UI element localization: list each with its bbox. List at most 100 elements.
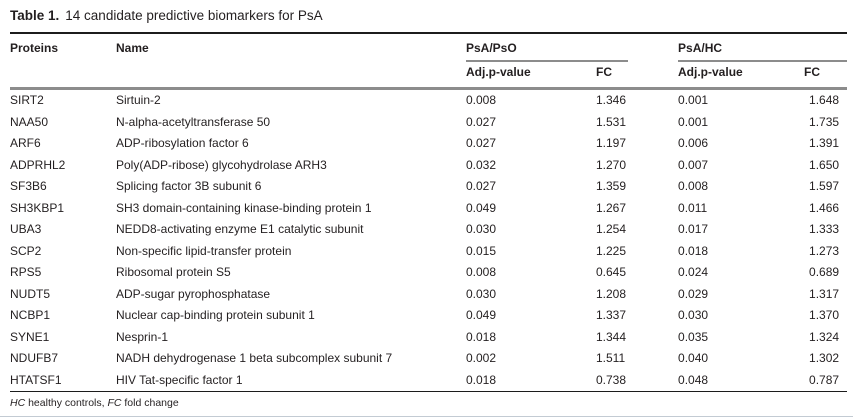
cell-hc-adj-p: 0.035: [678, 329, 709, 344]
table-row: RPS5 Ribosomal protein S5 0.008 0.645 0.024 0…: [10, 262, 847, 284]
cell-pso-adj-p: 0.008: [466, 93, 497, 107]
table-row: NCBP1 Nuclear cap-binding protein subunit…: [10, 305, 847, 327]
cell-protein: SH3KBP1: [10, 200, 65, 215]
cell-name: ADP-sugar pyrophosphatase: [116, 286, 271, 301]
cell-hc-fc: 1.597: [809, 179, 840, 193]
col-group-psa-hc: PsA/HC: [678, 33, 848, 62]
footnote-abbr: HC: [10, 397, 26, 409]
cell-pso-adj-p: 0.049: [466, 308, 497, 322]
col-header-hc-adj-p: Adj.p-value: [678, 62, 805, 90]
cell-hc-adj-p: 0.030: [678, 308, 709, 322]
table-row: SYNE1 Nesprin-1 0.018 1.344 0.035 1.324: [10, 327, 847, 349]
cell-protein: RPS5: [10, 265, 42, 279]
cell-hc-adj-p: 0.024: [678, 265, 709, 279]
footnote: HC healthy controls, FC fold change: [10, 392, 847, 410]
cell-pso-adj-p: 0.027: [466, 136, 497, 150]
cell-hc-fc: 0.787: [809, 372, 840, 387]
cell-pso-fc: 1.270: [596, 157, 627, 172]
cell-protein: UBA3: [10, 222, 42, 236]
col-group-psa-pso-label: PsA/PsO: [466, 41, 629, 62]
cell-protein: NDUFB7: [10, 351, 59, 365]
table-header: Proteins Name PsA/PsO PsA/HC Adj.p-value…: [10, 33, 848, 90]
table-row: SH3KBP1 SH3 domain-containing kinase-bind…: [10, 198, 847, 220]
cell-hc-fc: 1.302: [809, 351, 840, 365]
cell-hc-fc: 1.648: [809, 93, 840, 107]
table-row: SCP2 Non-specific lipid-transfer protein 0…: [10, 241, 847, 263]
cell-hc-fc: 1.735: [809, 114, 840, 129]
table-row: HTATSF1 HIV Tat-specific factor 1 0.018 0.7…: [10, 370, 847, 392]
cell-protein: NUDT5: [10, 286, 51, 301]
cell-hc-adj-p: 0.017: [678, 222, 709, 236]
table-title: Table 1. 14 candidate predictive biomarke…: [10, 7, 847, 25]
table-row: ARF6 ADP-ribosylation factor 6 0.027 1.197 0…: [10, 133, 847, 155]
cell-pso-adj-p: 0.030: [466, 222, 497, 236]
cell-hc-fc: 1.273: [809, 243, 840, 258]
table-row: UBA3 NEDD8-activating enzyme E1 catalytic…: [10, 219, 847, 241]
col-header-proteins: Proteins: [10, 33, 116, 90]
footnote-text: fold change: [121, 397, 179, 409]
col-header-pso-fc: FC: [596, 62, 679, 90]
cell-pso-fc: 1.359: [596, 179, 627, 193]
cell-hc-fc: 1.466: [809, 200, 840, 215]
table-row: SIRT2 Sirtuin-2 0.008 1.346 0.001 1.648: [10, 89, 847, 112]
cell-pso-adj-p: 0.002: [466, 351, 497, 365]
cell-name: Nesprin-1: [116, 329, 169, 344]
cell-name: NEDD8-activating enzyme E1 catalytic sub…: [116, 222, 364, 236]
cell-pso-fc: 1.511: [596, 351, 626, 365]
col-header-hc-fc: FC: [804, 62, 848, 90]
cell-hc-fc: 1.317: [809, 286, 840, 301]
cell-pso-fc: 0.738: [596, 372, 627, 387]
table-title-caption: 14 candidate predictive biomarkers for P…: [65, 8, 323, 23]
table-title-label: Table 1.: [10, 8, 60, 23]
cell-pso-adj-p: 0.049: [466, 200, 497, 215]
cell-hc-fc: 1.650: [809, 157, 840, 172]
cell-pso-fc: 1.337: [596, 308, 627, 322]
cell-hc-adj-p: 0.006: [678, 136, 709, 150]
cell-protein: SIRT2: [10, 93, 44, 107]
footnote-text: healthy controls,: [25, 397, 108, 409]
cell-name: Ribosomal protein S5: [116, 265, 231, 279]
cell-name: SH3 domain-containing kinase-binding pro…: [116, 200, 372, 215]
table-row: NUDT5 ADP-sugar pyrophosphatase 0.030 1.208…: [10, 284, 847, 306]
col-group-psa-hc-label: PsA/HC: [678, 41, 848, 62]
cell-hc-fc: 0.689: [809, 265, 840, 279]
cell-pso-adj-p: 0.027: [466, 114, 497, 129]
cell-protein: HTATSF1: [10, 372, 62, 387]
col-header-name: Name: [116, 33, 466, 90]
cell-name: HIV Tat-specific factor 1: [116, 372, 243, 387]
cell-pso-fc: 1.267: [596, 200, 627, 215]
table-body: SIRT2 Sirtuin-2 0.008 1.346 0.001 1.648 NAA50 N…: [10, 89, 847, 392]
cell-hc-fc: 1.333: [809, 222, 840, 236]
cell-protein: NAA50: [10, 114, 49, 129]
cell-protein: SYNE1: [10, 329, 50, 344]
cell-pso-adj-p: 0.008: [466, 265, 497, 279]
cell-hc-adj-p: 0.001: [678, 93, 709, 107]
cell-pso-fc: 1.225: [596, 243, 627, 258]
cell-pso-fc: 1.346: [596, 93, 627, 107]
cell-name: Sirtuin-2: [116, 93, 161, 107]
cell-name: Poly(ADP-ribose) glycohydrolase ARH3: [116, 157, 327, 172]
cell-protein: NCBP1: [10, 308, 51, 322]
cell-hc-adj-p: 0.040: [678, 351, 709, 365]
cell-hc-adj-p: 0.029: [678, 286, 709, 301]
biomarkers-table: Proteins Name PsA/PsO PsA/HC Adj.p-value…: [10, 32, 848, 392]
cell-pso-fc: 1.531: [596, 114, 627, 129]
cell-name: NADH dehydrogenase 1 beta subcomplex sub…: [116, 351, 393, 365]
cell-pso-adj-p: 0.027: [466, 179, 497, 193]
cell-pso-adj-p: 0.030: [466, 286, 497, 301]
cell-hc-adj-p: 0.018: [678, 243, 709, 258]
cell-protein: ARF6: [10, 136, 41, 150]
cell-pso-adj-p: 0.032: [466, 157, 497, 172]
cell-hc-adj-p: 0.048: [678, 372, 709, 387]
cell-protein: SCP2: [10, 243, 42, 258]
cell-protein: ADPRHL2: [10, 157, 66, 172]
cell-pso-fc: 1.254: [596, 222, 627, 236]
cell-hc-adj-p: 0.007: [678, 157, 709, 172]
cell-hc-fc: 1.370: [809, 308, 840, 322]
cell-name: Non-specific lipid-transfer protein: [116, 243, 292, 258]
cell-pso-fc: 0.645: [596, 265, 627, 279]
cell-name: Nuclear cap-binding protein subunit 1: [116, 308, 315, 322]
cell-protein: SF3B6: [10, 179, 47, 193]
cell-name: Splicing factor 3B subunit 6: [116, 179, 262, 193]
